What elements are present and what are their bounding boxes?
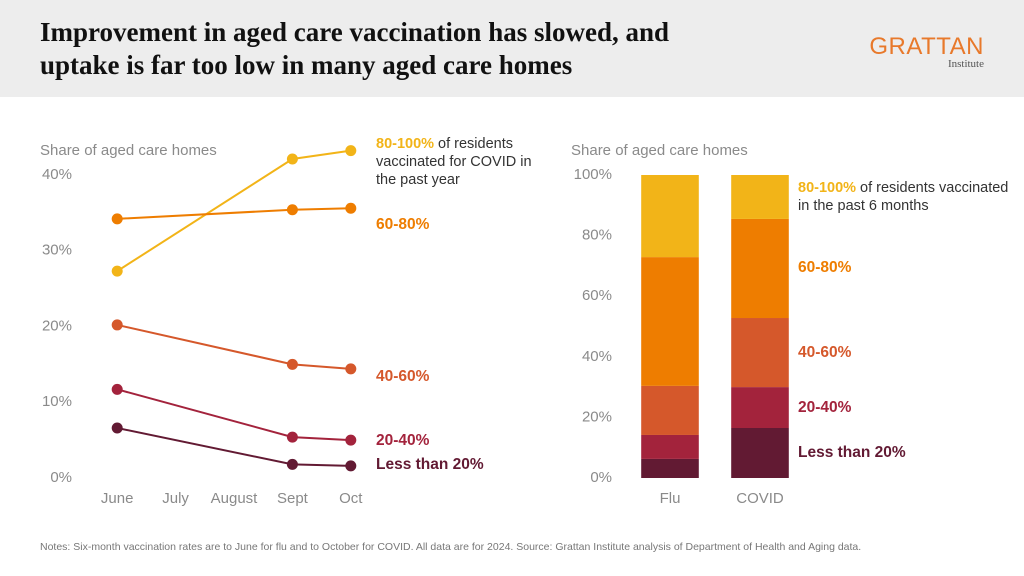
data-point: [286, 153, 298, 165]
bar-segment: [641, 385, 699, 435]
header: Improvement in aged care vaccination has…: [0, 0, 1024, 97]
series-label: 60-80%: [376, 216, 429, 234]
data-point: [111, 422, 123, 434]
series-name: Less than 20%: [376, 455, 484, 473]
data-point: [111, 213, 123, 225]
series-line: [116, 149, 351, 272]
series-name: 40-60%: [376, 367, 430, 385]
series-line: [116, 427, 351, 467]
bar-segment: [641, 257, 699, 386]
data-point: [345, 363, 357, 375]
series-name: 40-60%: [798, 343, 852, 361]
x-tick-label: Sept: [277, 490, 309, 507]
series-label: 60-80%: [798, 259, 851, 277]
x-tick-label: June: [101, 490, 134, 507]
axis-label: Share of aged care homes: [571, 142, 748, 159]
series-label: 20-40%: [376, 432, 429, 450]
data-point: [286, 431, 298, 443]
title: Improvement in aged care vaccination has…: [40, 17, 670, 80]
y-tick-label: 80%: [582, 227, 612, 244]
bar-segment: [731, 318, 789, 388]
data-point: [345, 145, 357, 157]
y-tick-label: 20%: [582, 408, 612, 425]
data-point: [286, 458, 298, 470]
series-line: [116, 388, 351, 442]
data-point: [111, 383, 123, 395]
bar-segment: [641, 458, 699, 478]
y-tick-label: 60%: [582, 287, 612, 304]
x-tick-label: COVID: [736, 490, 784, 507]
y-tick-label: 100%: [574, 166, 612, 183]
series-name: 20-40%: [376, 432, 430, 450]
series-name: 60-80%: [376, 216, 430, 234]
bar-segment: [731, 218, 789, 319]
axis-label: Share of aged care homes: [40, 142, 217, 159]
series-label: 80-100% of residents vaccinated for COVID…: [376, 135, 548, 189]
series-name: 60-80%: [798, 259, 852, 277]
series-name: 80-100%: [798, 179, 857, 196]
series-label: 20-40%: [798, 399, 851, 417]
y-tick-label: 0%: [590, 469, 612, 486]
bar-segment: [731, 387, 789, 429]
series-label: 80-100% of residents vaccinated in the pa…: [798, 179, 1020, 215]
series-line: [116, 323, 351, 370]
data-point: [345, 202, 357, 214]
bar-segment: [641, 434, 699, 459]
x-tick-label: Flu: [660, 490, 681, 507]
y-tick-label: 0%: [50, 469, 72, 486]
series-label: 40-60%: [376, 368, 429, 386]
series-note: of residents vaccinated in the past 6 mo…: [798, 179, 1009, 214]
data-point: [111, 265, 123, 277]
y-tick-label: 20%: [42, 317, 72, 334]
series-line: [117, 207, 351, 220]
series-label: Less than 20%: [798, 444, 906, 462]
series-label: 40-60%: [798, 344, 851, 362]
y-tick-label: 30%: [42, 242, 72, 259]
x-tick-label: August: [211, 490, 259, 507]
data-point: [111, 319, 123, 331]
series-name: 80-100%: [376, 135, 435, 152]
series-label: Less than 20%: [376, 456, 484, 474]
y-tick-label: 40%: [42, 166, 72, 183]
logo-subtitle: Institute: [947, 58, 984, 70]
y-tick-label: 10%: [42, 393, 72, 410]
series-name: Less than 20%: [798, 444, 906, 461]
x-tick-label: Oct: [339, 490, 363, 507]
bar-segment: [731, 428, 789, 478]
series-name: 20-40%: [798, 398, 852, 416]
bar-segment: [641, 175, 699, 258]
bar-segment: [731, 175, 789, 219]
data-point: [345, 434, 357, 446]
x-tick-label: July: [162, 490, 189, 507]
series-note: of residents vaccinated for COVID in the…: [376, 135, 532, 188]
data-point: [286, 358, 298, 370]
data-point: [345, 460, 357, 472]
y-tick-label: 40%: [582, 348, 612, 365]
notes: Notes: Six-month vaccination rates are t…: [40, 541, 862, 553]
data-point: [286, 204, 298, 216]
logo: GRATTAN: [869, 33, 984, 60]
